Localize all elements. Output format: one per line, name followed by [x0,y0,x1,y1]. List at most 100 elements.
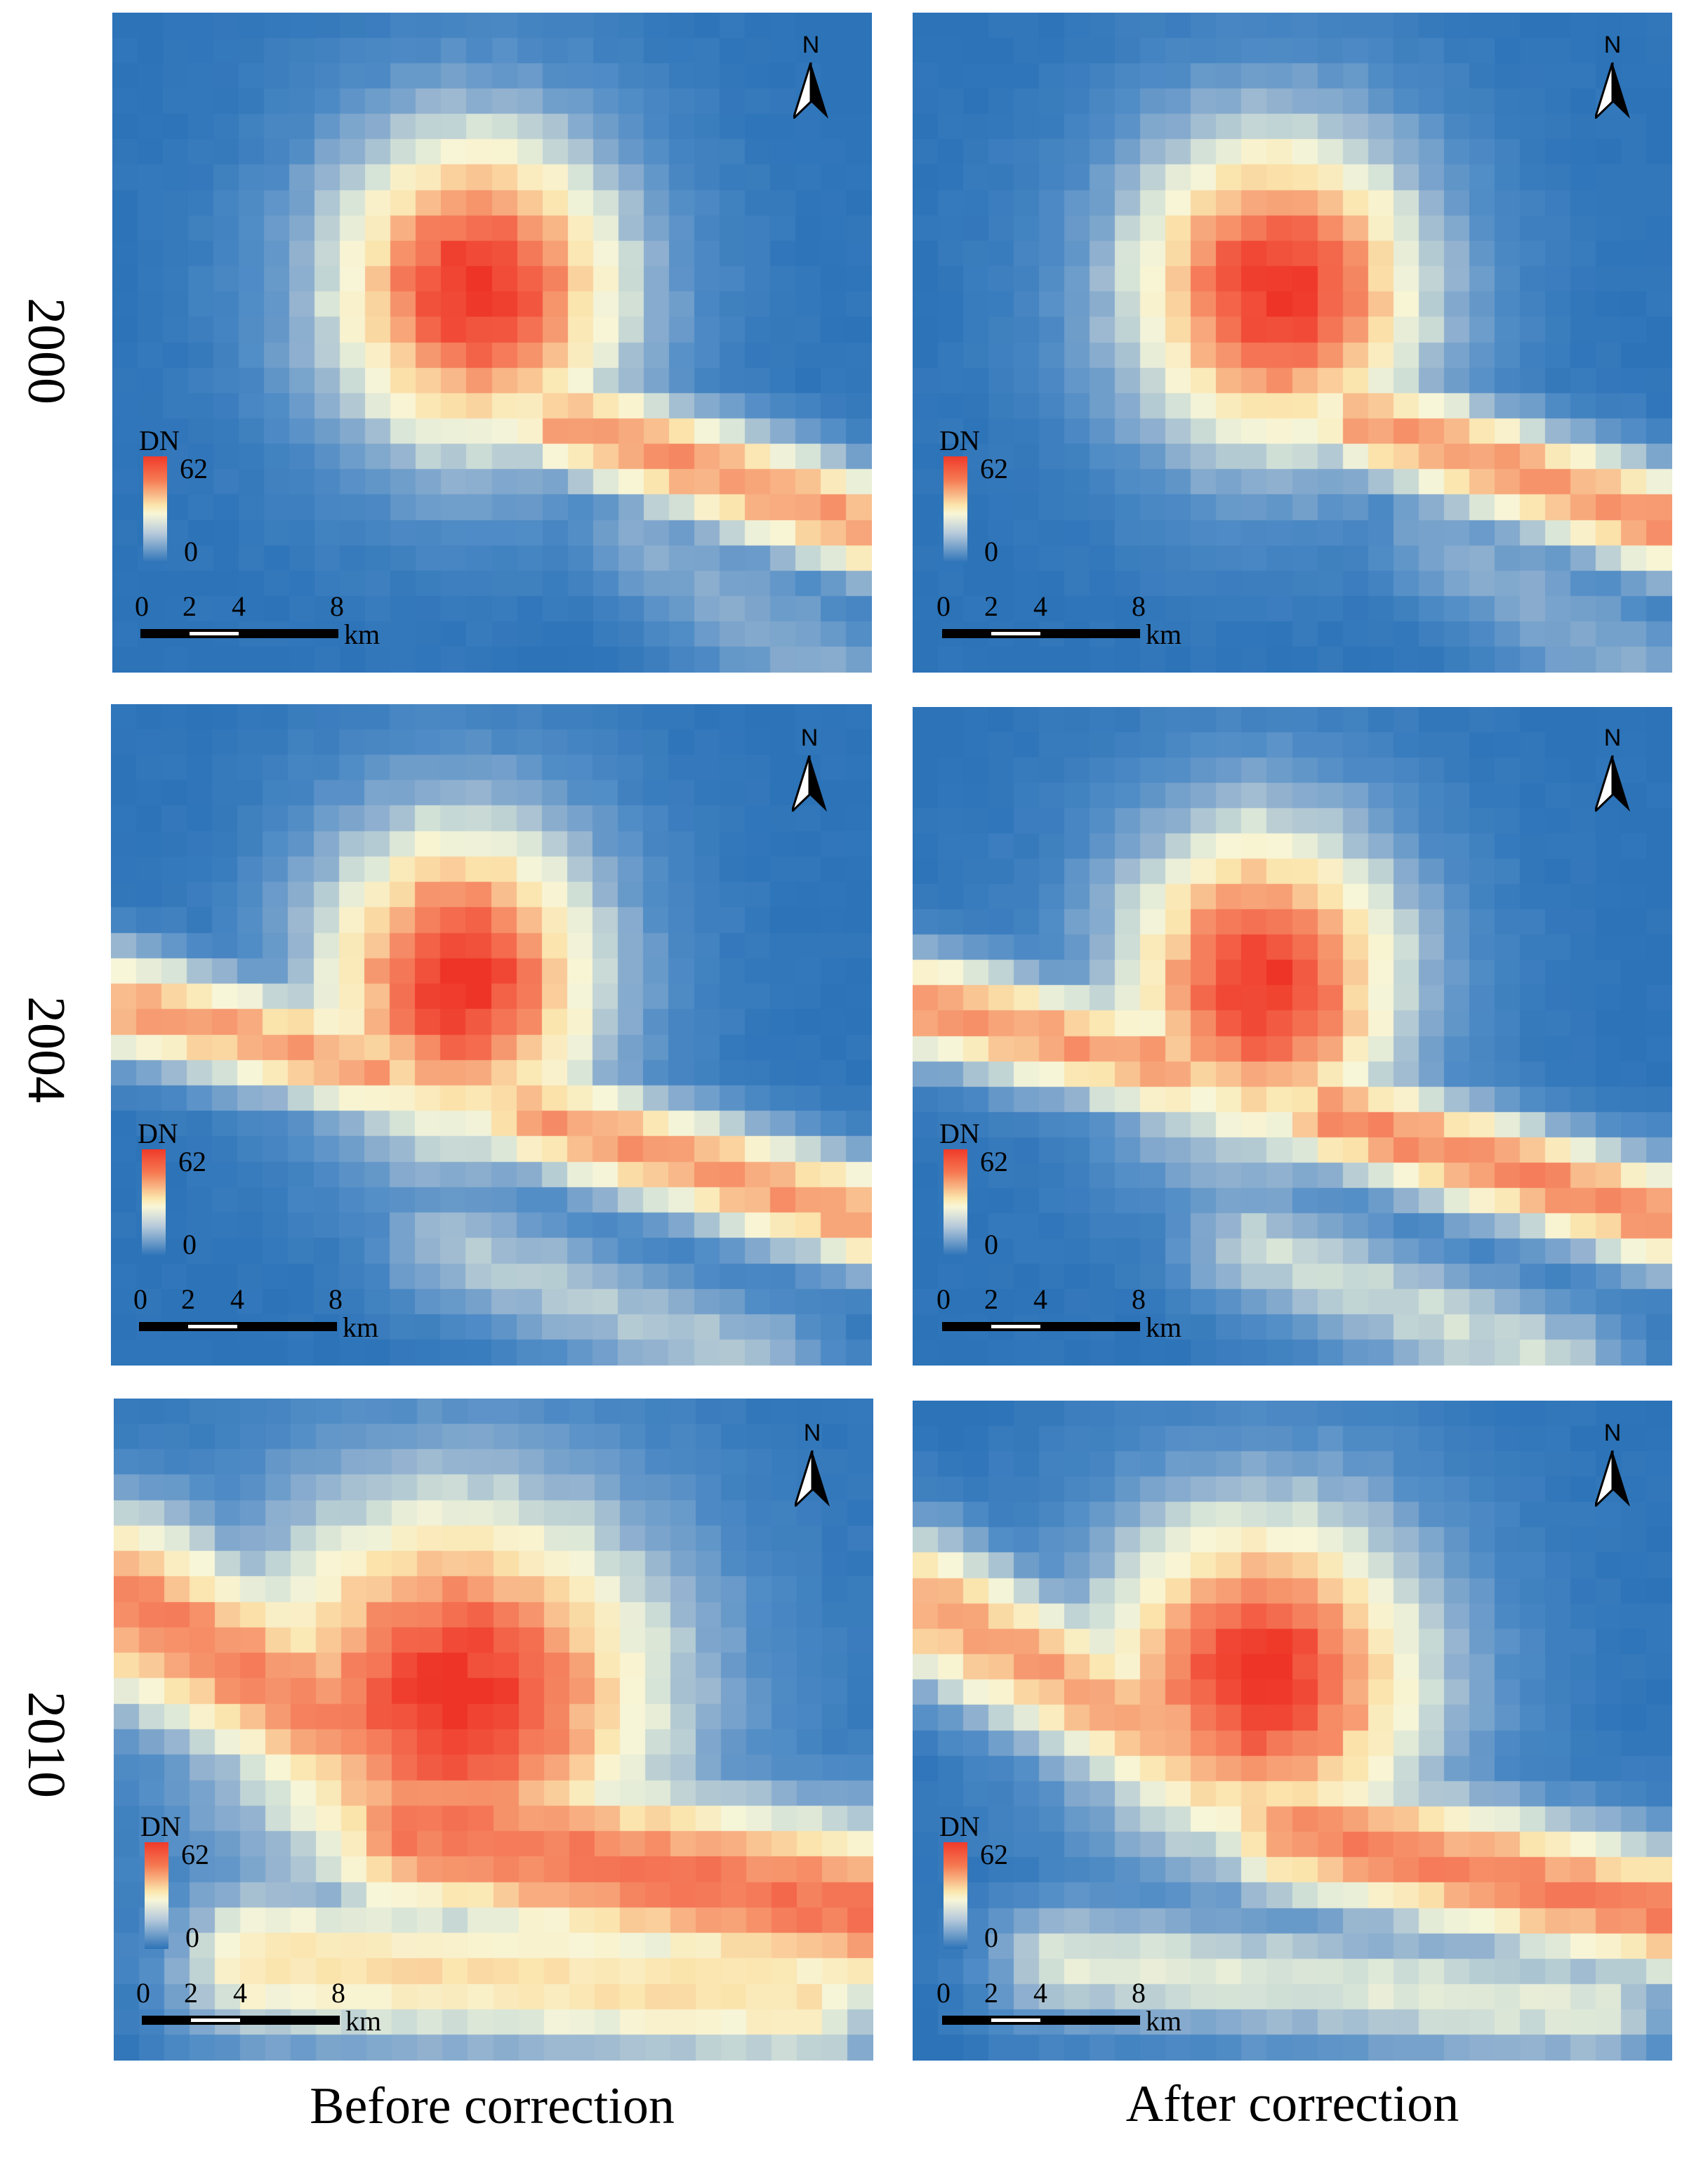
scale-tick: 8 [1132,590,1146,622]
scale-tick: 0 [936,1283,951,1315]
legend-colorbar [143,456,167,563]
dn-legend: DN 62 0 [140,1810,281,1953]
legend-title: DN [939,425,980,456]
scale-bar-line [140,629,338,638]
scale-bar-segment [190,632,239,635]
scale-tick: 8 [331,1977,345,2009]
scale-tick: 2 [984,1977,998,2009]
legend-colorbar [944,1842,967,1949]
map-panel-2010-before [114,1399,873,2061]
scale-bar-line [142,2016,340,2025]
legend-min: 0 [185,1922,199,1953]
legend-max: 62 [181,1839,209,1870]
scale-tick: 2 [184,1977,198,2009]
scale-bar-line [942,629,1140,638]
north-arrow-icon: N [1591,32,1634,123]
scale-tick: 0 [133,1283,147,1315]
legend-min: 0 [984,536,998,567]
scale-bar: 0 2 4 8 km [936,590,1216,653]
dn-raster [111,704,872,1366]
scale-bar: 0 2 4 8 km [133,1283,413,1346]
scale-bar: 0 2 4 8 km [936,1283,1216,1346]
scale-bar-line [942,1322,1140,1331]
year-label-2004: 2004 [17,996,76,1103]
scale-unit: km [1146,2005,1182,2037]
column-label-after: After correction [1125,2075,1459,2133]
dn-raster [913,1401,1672,2061]
scale-bar: 0 2 4 8 km [136,1976,416,2040]
legend-title: DN [939,1811,980,1842]
dn-legend: DN 62 0 [139,424,279,567]
scale-tick: 2 [181,1283,195,1315]
dn-legend: DN 62 0 [138,1117,278,1260]
column-label-before: Before correction [310,2077,675,2135]
legend-title: DN [140,1811,181,1842]
north-arrow-icon: N [1591,725,1634,816]
legend-title: DN [139,425,180,456]
scale-bar-segment [991,1325,1040,1328]
legend-min: 0 [984,1922,998,1953]
scale-tick: 4 [230,1283,244,1315]
legend-min: 0 [984,1229,998,1260]
north-arrow-icon: N [791,1420,833,1511]
scale-tick: 8 [1132,1977,1146,2009]
legend-colorbar [145,1842,168,1949]
map-panel-2000-before [112,13,872,673]
dn-raster [114,1399,873,2061]
scale-tick: 2 [984,590,998,622]
dn-raster [913,707,1672,1366]
legend-max: 62 [980,453,1008,484]
north-arrow-icon: N [788,725,830,816]
scale-bar-segment [991,2018,1040,2022]
scale-bar: 0 2 4 8 km [135,590,414,653]
scale-unit: km [344,619,380,650]
legend-max: 62 [180,453,208,484]
dn-raster [913,13,1672,673]
scale-tick: 0 [936,590,951,622]
scale-bar-segment [188,1325,237,1328]
dn-legend: DN 62 0 [939,1810,1080,1953]
year-label-2000: 2000 [17,298,76,404]
scale-tick: 4 [1033,590,1047,622]
legend-title: DN [939,1118,980,1149]
scale-unit: km [1146,1311,1182,1343]
legend-max: 62 [980,1146,1008,1177]
scale-bar-segment [191,2018,240,2022]
scale-tick: 4 [1033,1977,1047,2009]
legend-colorbar [944,1149,967,1256]
scale-bar-line [139,1322,337,1331]
legend-max: 62 [980,1839,1008,1870]
scale-unit: km [1146,619,1182,650]
scale-unit: km [343,1311,379,1343]
scale-tick: 8 [330,590,344,622]
north-arrow-icon: N [1591,1420,1634,1511]
scale-tick: 2 [984,1283,998,1315]
scale-tick: 4 [233,1977,247,2009]
legend-min: 0 [183,1229,197,1260]
scale-tick: 0 [135,590,149,622]
scale-tick: 0 [936,1977,951,2009]
scale-tick: 8 [1132,1283,1146,1315]
scale-bar-line [942,2016,1140,2025]
year-label-2010: 2010 [17,1691,76,1798]
map-panel-2010-after [913,1401,1672,2061]
dn-legend: DN 62 0 [939,1117,1080,1260]
dn-raster [112,13,872,673]
north-arrow-icon: N [790,32,832,123]
scale-unit: km [345,2005,382,2037]
scale-tick: 2 [183,590,197,622]
map-panel-2004-before [111,704,872,1366]
legend-colorbar [142,1149,166,1256]
scale-bar: 0 2 4 8 km [936,1976,1216,2040]
scale-tick: 0 [136,1977,150,2009]
scale-tick: 4 [232,590,246,622]
map-panel-2004-after [913,707,1672,1366]
legend-title: DN [138,1118,178,1149]
legend-colorbar [944,456,967,563]
legend-max: 62 [178,1146,206,1177]
scale-bar-segment [991,632,1040,635]
legend-min: 0 [184,536,198,567]
scale-tick: 8 [329,1283,343,1315]
dn-legend: DN 62 0 [939,424,1080,567]
scale-tick: 4 [1033,1283,1047,1315]
